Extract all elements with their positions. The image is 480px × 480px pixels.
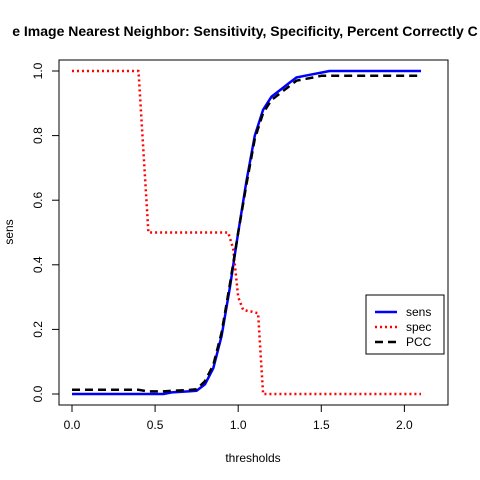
- chart-title: e Image Nearest Neighbor: Sensitivity, S…: [12, 23, 478, 39]
- y-tick-label: 0.0: [31, 385, 45, 402]
- y-tick-label: 1.0: [31, 62, 45, 79]
- x-axis: 0.0 0.5 1.0 1.5 2.0: [64, 404, 413, 432]
- x-tick-label: 2.0: [396, 418, 413, 432]
- y-axis-label: sens: [2, 219, 16, 244]
- x-tick-label: 1.5: [313, 418, 330, 432]
- series-line-PCC: [72, 74, 421, 393]
- y-tick-label: 0.2: [31, 321, 45, 338]
- x-tick-label: 0.5: [147, 418, 164, 432]
- y-tick-label: 0.8: [31, 127, 45, 144]
- y-axis: 0.0 0.2 0.4 0.6 0.8 1.0: [31, 62, 60, 402]
- x-tick-label: 1.0: [230, 418, 247, 432]
- x-axis-label: thresholds: [225, 451, 280, 465]
- legend-label-PCC: PCC: [406, 335, 432, 349]
- legend-label-spec: spec: [406, 320, 431, 334]
- series-line-sens: [72, 69, 421, 396]
- y-tick-label: 0.6: [31, 192, 45, 209]
- legend-label-sens: sens: [406, 305, 431, 319]
- x-tick-label: 0.0: [64, 418, 81, 432]
- y-tick-label: 0.4: [31, 256, 45, 273]
- series-group: [72, 69, 421, 396]
- legend-box: [365, 294, 445, 355]
